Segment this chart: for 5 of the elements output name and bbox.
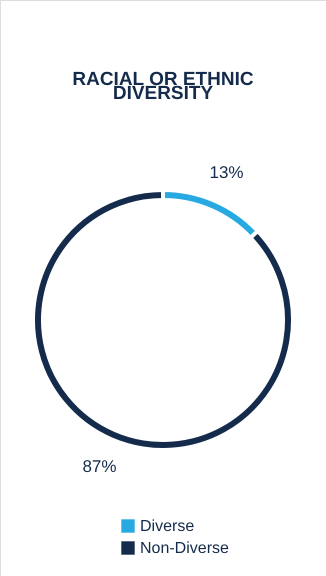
- legend-label: Diverse: [140, 518, 194, 535]
- data-label: 87%: [82, 456, 116, 476]
- data-label: 13%: [210, 163, 244, 182]
- legend-label: Non-Diverse: [140, 540, 230, 557]
- chart-title: RACIAL OR ETHNIC DIVERSITY: [72, 69, 254, 104]
